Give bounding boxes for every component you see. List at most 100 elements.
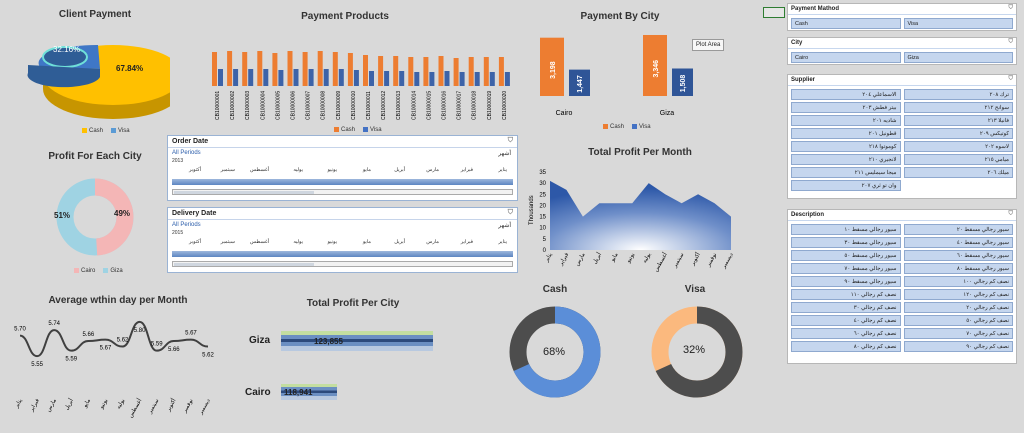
timeline-month[interactable]: يناير bbox=[498, 167, 507, 173]
timeline-month[interactable]: مايو bbox=[362, 167, 371, 173]
slicer-item[interactable]: ميامي ٢١٥ bbox=[903, 154, 1013, 165]
slicer-item[interactable]: نصف كم رجالي ٨٠ bbox=[791, 341, 901, 352]
timeline-month[interactable]: يناير bbox=[498, 239, 507, 245]
order-date-timeline[interactable]: Order Date ⛉ All Periods أشهر 2013 يناير فب… bbox=[167, 135, 518, 201]
timeline-month[interactable]: مارس bbox=[426, 239, 439, 245]
legend-cash: Cash bbox=[89, 128, 104, 135]
slicer-item[interactable]: كوموتوا ٢١٨ bbox=[791, 141, 901, 152]
timeline-range-bar[interactable] bbox=[172, 179, 513, 185]
slicer-item[interactable]: فانيلا ٢١٣ bbox=[903, 115, 1013, 126]
pie-label-cash: 67.84% bbox=[116, 64, 144, 73]
timeline-month[interactable]: مارس bbox=[426, 167, 439, 173]
timeline-level-select[interactable]: أشهر bbox=[498, 151, 511, 157]
product-tick-label: CB10000003 bbox=[245, 91, 251, 120]
slicer-city[interactable]: City ⛉ Cairo Giza bbox=[787, 37, 1017, 65]
timeline-month[interactable]: سبتمبر bbox=[220, 167, 235, 173]
visa-donut[interactable] bbox=[647, 305, 747, 405]
profit-each-city-donut[interactable] bbox=[50, 172, 140, 262]
legend-giza: Giza bbox=[110, 268, 123, 275]
delivery-date-timeline[interactable]: Delivery Date ⛉ All Periods أشهر 2015 يناي… bbox=[167, 207, 518, 273]
timeline-month[interactable]: أكتوبر bbox=[188, 239, 201, 245]
slicer-item[interactable]: Visa bbox=[903, 18, 1013, 29]
slicer-item[interactable]: سيور رجالي مسقط ٣٠ bbox=[791, 237, 901, 248]
clear-filter-icon[interactable]: ⛉ bbox=[1008, 76, 1013, 82]
timeline-month[interactable]: يونيو bbox=[327, 167, 337, 173]
clear-filter-icon[interactable]: ⛉ bbox=[1008, 211, 1013, 217]
timeline-scrollbar[interactable] bbox=[172, 261, 513, 267]
slicer-item[interactable]: نصف كم رجالي ٤٠ bbox=[791, 315, 901, 326]
timeline-month[interactable]: أكتوبر bbox=[188, 167, 201, 173]
slicer-item[interactable]: نصف كم رجالي ٧٠ bbox=[903, 328, 1013, 339]
timeline-range-bar[interactable] bbox=[172, 251, 513, 257]
slicer-item[interactable]: سيور رجالي مسقط ٩٠ bbox=[791, 276, 901, 287]
timeline-scrollbar[interactable] bbox=[172, 189, 513, 195]
total-profit-month-chart[interactable]: 35 30 25 20 15 10 5 0 Thousands يناير فبراير مارس أب… bbox=[526, 160, 746, 275]
slicer-item[interactable]: سيور رجالي مسقط ٢٠ bbox=[903, 224, 1013, 235]
clear-filter-icon[interactable]: ⛉ bbox=[1008, 5, 1013, 11]
slicer-item[interactable]: سوانح ٢١٢ bbox=[903, 102, 1013, 113]
timeline-month[interactable]: فبراير bbox=[460, 239, 473, 245]
timeline-period[interactable]: All Periods bbox=[172, 150, 201, 156]
slicer-item[interactable]: قطونيل ٢٠١ bbox=[791, 128, 901, 139]
profit-bar-giza[interactable] bbox=[281, 331, 433, 351]
clear-filter-icon[interactable]: ⛉ bbox=[507, 137, 513, 144]
selected-cell[interactable] bbox=[763, 7, 785, 18]
slicer-supplier[interactable]: Supplier ⛉ الاسماعلي ٢٠٤ ترك ٢٠٨ بيتر فطش ٢… bbox=[787, 74, 1017, 199]
slicer-item[interactable]: سيور رجالي مسقط ٥٠ bbox=[791, 250, 901, 261]
slicer-item[interactable]: سيور رجالي مسقط ٤٠ bbox=[903, 237, 1013, 248]
slicer-item[interactable]: الاسماعلي ٢٠٤ bbox=[791, 89, 901, 100]
slicer-item[interactable]: Cairo bbox=[791, 52, 901, 63]
data-label: 5.66 bbox=[168, 347, 180, 353]
slicer-payment-method[interactable]: Payment Mathod ⛉ Cash Visa bbox=[787, 3, 1017, 31]
slicer-item[interactable]: نصف كم رجالي ٣٠ bbox=[791, 302, 901, 313]
y-tick-label: 10 bbox=[539, 226, 546, 232]
slicer-description[interactable]: Description ⛉ سيور رجالي مسقط ١٠ سيور رجال… bbox=[787, 209, 1017, 364]
slicer-item[interactable]: نصف كم رجالي ١٢٠ bbox=[903, 289, 1013, 300]
timeline-month[interactable]: يوليه bbox=[293, 167, 303, 173]
slicer-item[interactable]: سيور رجالي مسقط ١٠ bbox=[791, 224, 901, 235]
slicer-item[interactable]: نصف كم رجالي ٩٠ bbox=[903, 341, 1013, 352]
slicer-item[interactable]: لانجيري ٢١٠ bbox=[791, 154, 901, 165]
slicer-item[interactable]: سيور رجالي مسقط ٦٠ bbox=[903, 250, 1013, 261]
slicer-item[interactable]: ترك ٢٠٨ bbox=[903, 89, 1013, 100]
timeline-month[interactable]: يوليه bbox=[293, 239, 303, 245]
slicer-item[interactable]: سيور رجالي مسقط ٧٠ bbox=[791, 263, 901, 274]
payment-products-chart[interactable]: CB10000001 CB10000002 CB10000003 CB10000004… bbox=[208, 24, 510, 124]
slicer-item[interactable]: نصف كم رجالي ١١٠ bbox=[791, 289, 901, 300]
bar-visa bbox=[672, 68, 693, 96]
timeline-month[interactable]: أغسطس bbox=[250, 239, 269, 245]
timeline-month[interactable]: أبريل bbox=[394, 167, 405, 173]
slicer-item[interactable]: Giza bbox=[903, 52, 1013, 63]
slicer-item[interactable]: ميلك ٢٠٦ bbox=[903, 167, 1013, 178]
timeline-month[interactable]: مايو bbox=[362, 239, 371, 245]
slicer-item[interactable]: ميجا سيمليس ٢١١ bbox=[791, 167, 901, 178]
payment-by-city-chart[interactable]: 3,198 1,447 Cairo 3,346 1,508 Giza bbox=[530, 28, 710, 123]
clear-filter-icon[interactable]: ⛉ bbox=[507, 209, 513, 216]
timeline-month[interactable]: أبريل bbox=[394, 239, 405, 245]
timeline-month[interactable]: فبراير bbox=[460, 167, 473, 173]
timeline-month[interactable]: أغسطس bbox=[250, 167, 269, 173]
clear-filter-icon[interactable]: ⛉ bbox=[1008, 39, 1013, 45]
avg-within-day-chart[interactable]: 5.70 5.55 5.74 5.59 5.66 5.67 5.62 5.80 5.59 5.66… bbox=[8, 305, 223, 425]
city-label-giza: Giza bbox=[249, 335, 271, 346]
slicer-item[interactable]: نصف كم رجالي ٢٠ bbox=[903, 302, 1013, 313]
timeline-month[interactable]: يونيو bbox=[327, 239, 337, 245]
slicer-item[interactable]: كوتيكس ٢٠٩ bbox=[903, 128, 1013, 139]
client-payment-pie[interactable] bbox=[20, 25, 170, 125]
slicer-item[interactable]: Cash bbox=[791, 18, 901, 29]
timeline-month[interactable]: سبتمبر bbox=[220, 239, 235, 245]
slicer-item[interactable]: بيتر فطش ٢٠٣ bbox=[791, 102, 901, 113]
city-tick-label: Giza bbox=[660, 110, 675, 117]
timeline-period[interactable]: All Periods bbox=[172, 222, 201, 228]
profit-bar-cairo[interactable] bbox=[281, 384, 337, 400]
timeline-level-select[interactable]: أشهر bbox=[498, 223, 511, 229]
slicer-item[interactable]: وان تو ثري ٢٠٧ bbox=[791, 180, 901, 191]
slicer-item[interactable]: سيور رجالي مسقط ٨٠ bbox=[903, 263, 1013, 274]
slicer-item[interactable]: شاديه ٢٠١ bbox=[791, 115, 901, 126]
slicer-item[interactable]: لاسوه ٢٠٢ bbox=[903, 141, 1013, 152]
slicer-item[interactable]: نصف كم رجالي ٦٠ bbox=[791, 328, 901, 339]
cash-donut[interactable] bbox=[505, 305, 605, 405]
product-tick-label: CB10000010 bbox=[351, 91, 357, 120]
slicer-item[interactable]: نصف كم رجالي ٥٠ bbox=[903, 315, 1013, 326]
slicer-item[interactable]: نصف كم رجالي ١٠٠ bbox=[903, 276, 1013, 287]
